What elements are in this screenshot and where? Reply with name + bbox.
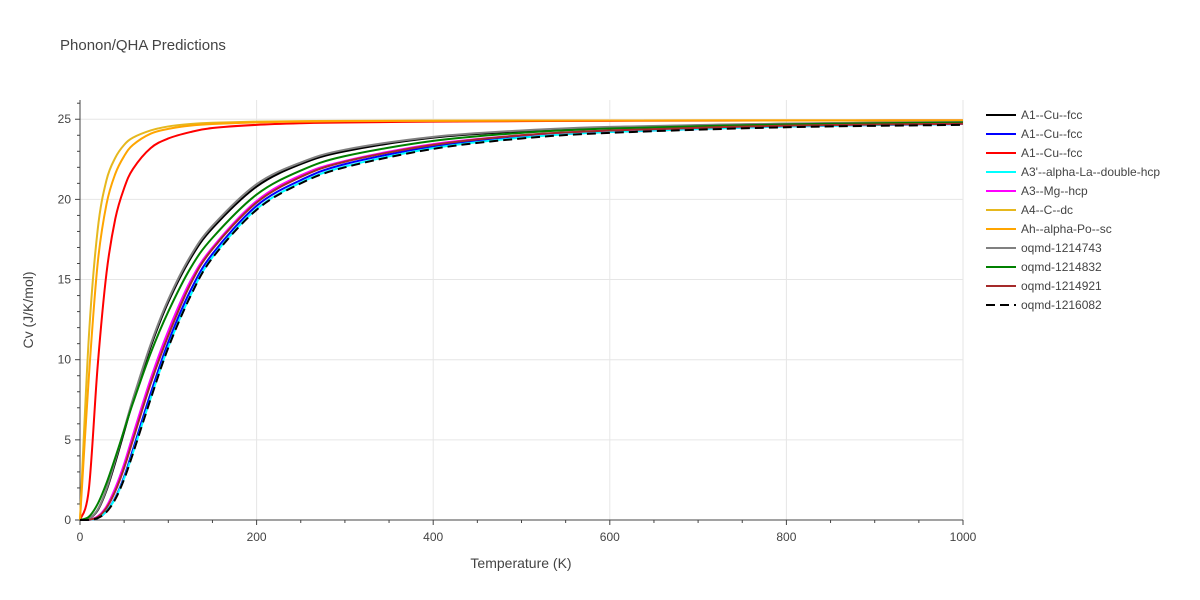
series-line-2 <box>79 119 964 521</box>
legend-item: A1--Cu--fcc <box>986 146 1082 160</box>
legend-label: oqmd-1214743 <box>1021 241 1102 255</box>
series-line-8 <box>79 121 964 521</box>
legend-label: A3'--alpha-La--double-hcp <box>1021 165 1160 179</box>
legend-item: oqmd-1214832 <box>986 260 1102 274</box>
legend-label: oqmd-1214832 <box>1021 260 1102 274</box>
legend-item: A3'--alpha-La--double-hcp <box>986 165 1160 179</box>
legend-item: A1--Cu--fcc <box>986 108 1082 122</box>
legend-label: oqmd-1216082 <box>1021 298 1102 312</box>
x-tick-label: 200 <box>247 530 267 544</box>
legend-item: oqmd-1214743 <box>986 241 1102 255</box>
y-tick-label: 5 <box>64 433 71 447</box>
legend-item: A3--Mg--hcp <box>986 184 1088 198</box>
series-line-7 <box>79 120 964 521</box>
series-line-3 <box>79 123 964 522</box>
series-lines <box>79 119 964 522</box>
x-tick-label: 400 <box>423 530 443 544</box>
x-tick-label: 1000 <box>950 530 977 544</box>
legend-item: A4--C--dc <box>986 203 1073 217</box>
x-tick-label: 0 <box>77 530 84 544</box>
legend-label: Ah--alpha-Po--sc <box>1021 222 1112 236</box>
series-line-4 <box>79 122 964 522</box>
x-tick-label: 600 <box>600 530 620 544</box>
legend-label: A1--Cu--fcc <box>1021 127 1082 141</box>
legend-label: oqmd-1214921 <box>1021 279 1102 293</box>
legend-item: oqmd-1216082 <box>986 298 1102 312</box>
y-tick-label: 25 <box>58 112 72 126</box>
chart-title: Phonon/QHA Predictions <box>60 37 226 54</box>
x-tick-label: 800 <box>776 530 796 544</box>
axes: 0 200 400 600 800 1000 0 5 10 15 20 25 <box>58 100 977 544</box>
series-line-6 <box>79 119 964 521</box>
legend-item: Ah--alpha-Po--sc <box>986 222 1112 236</box>
x-axis-title: Temperature (K) <box>470 555 571 571</box>
y-tick-label: 0 <box>64 513 71 527</box>
series-line-9 <box>79 122 964 522</box>
legend: A1--Cu--fcc A1--Cu--fcc A1--Cu--fcc A3'--al… <box>986 108 1160 312</box>
legend-label: A1--Cu--fcc <box>1021 146 1082 160</box>
legend-item: A1--Cu--fcc <box>986 127 1082 141</box>
series-line-1 <box>79 123 964 522</box>
series-line-10 <box>79 123 964 522</box>
y-tick-label: 10 <box>58 353 72 367</box>
grid <box>80 100 964 520</box>
y-axis-title: Cv (J/K/mol) <box>20 272 36 349</box>
series-line-5 <box>79 119 964 521</box>
series-line-0 <box>79 121 964 521</box>
legend-label: A3--Mg--hcp <box>1021 184 1088 198</box>
y-tick-label: 15 <box>58 273 72 287</box>
legend-label: A1--Cu--fcc <box>1021 108 1082 122</box>
legend-label: A4--C--dc <box>1021 203 1073 217</box>
legend-item: oqmd-1214921 <box>986 279 1102 293</box>
y-tick-label: 20 <box>58 192 72 206</box>
